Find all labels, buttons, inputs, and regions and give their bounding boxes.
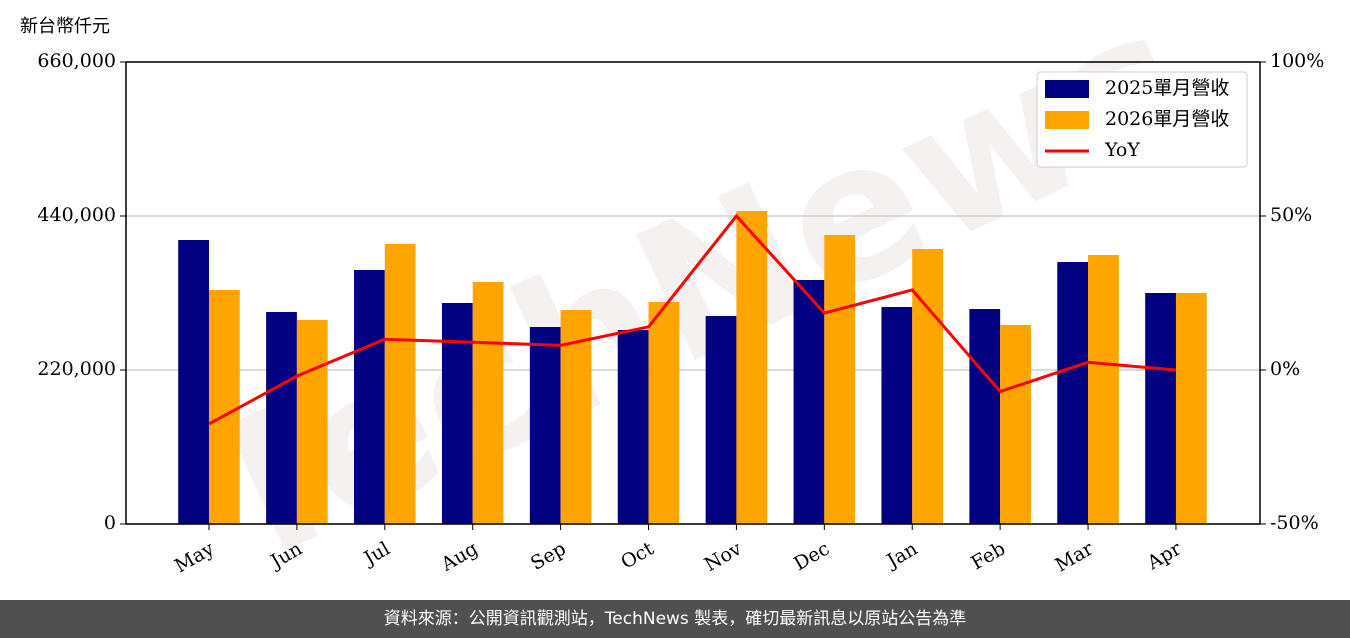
bar bbox=[296, 320, 328, 524]
bar bbox=[384, 244, 416, 524]
x-tick-label: Dec bbox=[790, 538, 833, 576]
bar bbox=[1175, 293, 1207, 524]
bar bbox=[266, 311, 297, 524]
bar bbox=[1057, 261, 1089, 524]
plot-frame bbox=[125, 61, 1261, 525]
legend-label: 2025單月營收 bbox=[1105, 77, 1229, 99]
y2-tick-label: -50% bbox=[1270, 512, 1319, 534]
bar bbox=[881, 307, 913, 524]
x-tick-label: Aug bbox=[437, 538, 482, 577]
x-tick-label: Feb bbox=[967, 538, 1009, 575]
bar bbox=[1145, 293, 1176, 524]
legend-swatch bbox=[1045, 80, 1089, 98]
bar bbox=[617, 330, 649, 524]
y-tick-label: 440,000 bbox=[37, 204, 116, 226]
y-tick-label: 660,000 bbox=[37, 50, 116, 72]
legend-box bbox=[1036, 71, 1248, 168]
y-axis-label: 新台幣仟元 bbox=[20, 16, 110, 37]
x-tick-label: Sep bbox=[527, 538, 570, 575]
bar bbox=[705, 316, 737, 524]
x-tick-label: Jan bbox=[881, 538, 921, 574]
y2-tick-label: 0% bbox=[1270, 358, 1300, 380]
bar bbox=[178, 240, 209, 524]
bar bbox=[736, 211, 768, 524]
bar bbox=[912, 248, 944, 524]
legend-label: 2026單月營收 bbox=[1105, 108, 1229, 130]
y2-tick-label: 50% bbox=[1270, 204, 1312, 226]
bar bbox=[793, 279, 825, 524]
x-tick-label: May bbox=[171, 537, 218, 577]
bar bbox=[969, 309, 1001, 524]
y-tick-label: 220,000 bbox=[37, 358, 116, 380]
yoy-line bbox=[208, 213, 1177, 426]
bar bbox=[1000, 324, 1031, 524]
bar bbox=[441, 303, 473, 524]
y-tick-label: 0 bbox=[104, 512, 116, 534]
x-tick-label: Oct bbox=[617, 537, 658, 573]
x-tick-label: Nov bbox=[701, 537, 746, 576]
bar bbox=[1088, 254, 1119, 525]
y2-tick-label: 100% bbox=[1270, 50, 1324, 72]
bar bbox=[472, 282, 504, 524]
x-tick-label: Apr bbox=[1143, 537, 1186, 574]
bar bbox=[208, 289, 240, 524]
x-tick-label: Mar bbox=[1052, 537, 1098, 576]
bar bbox=[824, 234, 856, 524]
legend-label: YoY bbox=[1104, 139, 1140, 161]
bar bbox=[529, 327, 561, 524]
footer: 資料來源：公開資訊觀測站，TechNews 製表，確切最新訊息以原站公告為準 bbox=[0, 600, 1350, 638]
legend-swatch bbox=[1045, 111, 1089, 129]
bar bbox=[354, 269, 385, 524]
chart: 新台幣仟元 TechNews 0220,000440,000660,000-50… bbox=[20, 0, 1324, 612]
bar bbox=[648, 302, 680, 524]
